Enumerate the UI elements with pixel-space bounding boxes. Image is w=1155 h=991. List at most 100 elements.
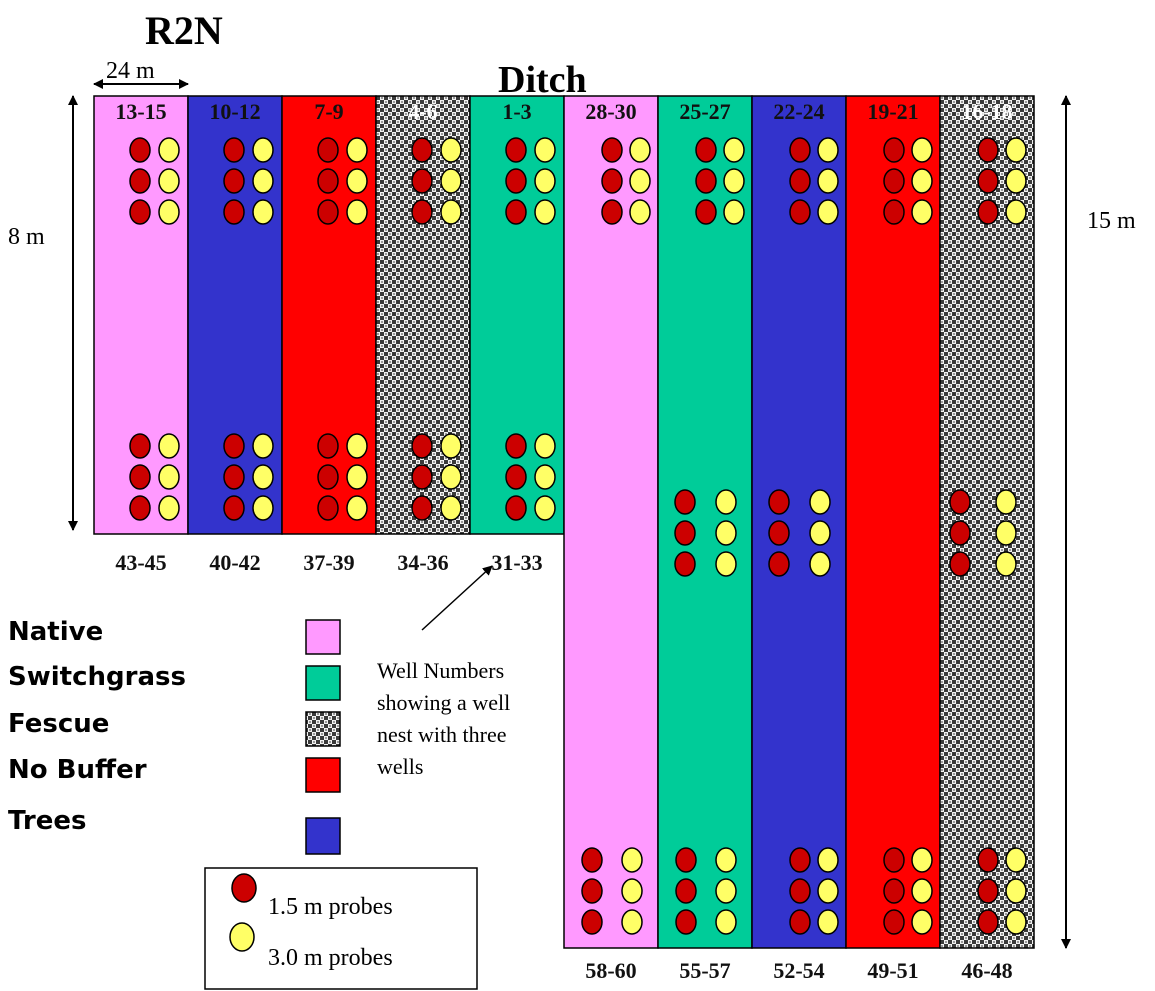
nest-top-left-1-probe-1-5m [129,199,151,225]
nest-top-right-4-probe-1-5m [883,168,905,194]
nest-top-left-4-probe-1-5m [411,137,433,163]
plot-right-nobuffer [845,95,941,949]
nest-middle-right-3-probe-3-0m [809,520,831,546]
nest-bottom-right-1-probe-1-5m [581,847,603,873]
well-number-annotation: Well Numbers showing a well nest with th… [377,565,510,779]
legend-swatch-fescue [305,711,341,747]
nest-bottom-right-1-probe-3-0m [621,847,643,873]
legend-label-switchgrass: Switchgrass [8,662,186,692]
nest-top-right-5-probe-3-0m [1005,168,1027,194]
nest-top-right-4-probe-1-5m [883,137,905,163]
nest-top-right-1-probe-3-0m [629,137,651,163]
well-number-bottom: 46-48 [961,958,1012,983]
nest-bottom-right-3-probe-1-5m [789,878,811,904]
nest-top-right-4-probe-3-0m [911,199,933,225]
well-number-top: 22-24 [773,99,824,124]
nest-middle-right-5-probe-3-0m [995,489,1017,515]
nest-top-right-5-probe-3-0m [1005,137,1027,163]
nest-bottom-left-4-probe-1-5m [411,433,433,459]
well-number-labels: 13-15 43-45 10-12 40-42 7-9 37-39 4-6 34-36 1-3 3… [115,99,1012,983]
legend-swatch-native [305,619,341,655]
nest-top-right-2-probe-1-5m [695,168,717,194]
nest-top-right-1-probe-1-5m [601,168,623,194]
nest-top-left-4-probe-3-0m [440,199,462,225]
nest-bottom-right-2-probe-3-0m [715,847,737,873]
nest-bottom-left-2-probe-3-0m [252,433,274,459]
nest-bottom-right-3-probe-3-0m [817,909,839,935]
well-number-top: 1-3 [502,99,531,124]
nest-top-right-1-probe-3-0m [629,199,651,225]
nest-top-left-1-probe-3-0m [158,137,180,163]
well-number-top: 13-15 [115,99,166,124]
nest-bottom-right-1-probe-3-0m [621,909,643,935]
nest-bottom-right-5-probe-3-0m [1005,847,1027,873]
nest-bottom-left-3-probe-3-0m [346,495,368,521]
nest-bottom-left-3-probe-3-0m [346,464,368,490]
annotation-arrow [421,565,493,631]
buffer-plots [93,95,1035,949]
nest-middle-right-2-probe-3-0m [715,520,737,546]
legend-label-nobuffer: No Buffer [8,755,147,785]
nest-bottom-right-5-probe-1-5m [977,909,999,935]
nest-middle-right-3-probe-1-5m [768,520,790,546]
nest-bottom-left-3-probe-1-5m [317,433,339,459]
legend-label-trees: Trees [8,806,86,836]
nest-top-right-3-probe-1-5m [789,199,811,225]
nest-bottom-right-2-probe-3-0m [715,909,737,935]
well-number-bottom: 43-45 [115,550,166,575]
nest-bottom-right-5-probe-1-5m [977,878,999,904]
nest-top-right-2-probe-1-5m [695,199,717,225]
nest-middle-right-5-probe-1-5m [949,520,971,546]
nest-top-right-3-probe-1-5m [789,137,811,163]
legend-swatch-trees [305,817,341,855]
legend-swatch-nobuffer [305,757,341,793]
nest-middle-right-3-probe-3-0m [809,489,831,515]
nest-bottom-left-1-probe-3-0m [158,464,180,490]
well-number-bottom: 31-33 [491,550,542,575]
legend-probe-1-5m-icon [231,873,257,903]
legend-label-native: Native [8,617,103,647]
nest-bottom-right-4-probe-3-0m [911,847,933,873]
nest-middle-right-5-probe-3-0m [995,520,1017,546]
nest-bottom-right-2-probe-1-5m [675,847,697,873]
nest-top-right-1-probe-1-5m [601,137,623,163]
nest-bottom-left-1-probe-3-0m [158,433,180,459]
nest-top-left-3-probe-3-0m [346,137,368,163]
nest-bottom-right-2-probe-1-5m [675,878,697,904]
nest-top-right-3-probe-3-0m [817,199,839,225]
nest-bottom-left-2-probe-1-5m [223,433,245,459]
nest-bottom-right-4-probe-1-5m [883,909,905,935]
nest-middle-right-2-probe-1-5m [674,520,696,546]
site-title: R2N [145,8,223,53]
well-number-bottom: 58-60 [585,958,636,983]
annotation-line-1: Well Numbers [377,658,504,683]
nest-top-left-5-probe-3-0m [534,137,556,163]
nest-middle-right-3-probe-3-0m [809,551,831,577]
well-number-bottom: 52-54 [773,958,824,983]
well-number-top: 10-12 [209,99,260,124]
nest-top-left-3-probe-1-5m [317,168,339,194]
nest-top-left-5-probe-3-0m [534,199,556,225]
nest-bottom-right-2-probe-3-0m [715,878,737,904]
plot-right-native [563,95,659,949]
nest-middle-right-3-probe-1-5m [768,489,790,515]
nest-bottom-left-2-probe-1-5m [223,464,245,490]
well-number-bottom: 55-57 [679,958,730,983]
nest-middle-right-3-probe-1-5m [768,551,790,577]
nest-bottom-right-5-probe-3-0m [1005,878,1027,904]
nest-middle-right-2-probe-3-0m [715,551,737,577]
nest-top-right-4-probe-3-0m [911,137,933,163]
well-number-bottom: 49-51 [867,958,918,983]
well-number-top: 4-6 [408,99,437,124]
nest-top-left-4-probe-3-0m [440,137,462,163]
nest-top-left-3-probe-3-0m [346,199,368,225]
nest-top-left-5-probe-3-0m [534,168,556,194]
nest-top-left-5-probe-1-5m [505,199,527,225]
nest-top-right-3-probe-3-0m [817,168,839,194]
nest-bottom-left-1-probe-1-5m [129,495,151,521]
nest-top-left-5-probe-1-5m [505,168,527,194]
nest-bottom-right-3-probe-3-0m [817,878,839,904]
nest-top-left-1-probe-1-5m [129,168,151,194]
